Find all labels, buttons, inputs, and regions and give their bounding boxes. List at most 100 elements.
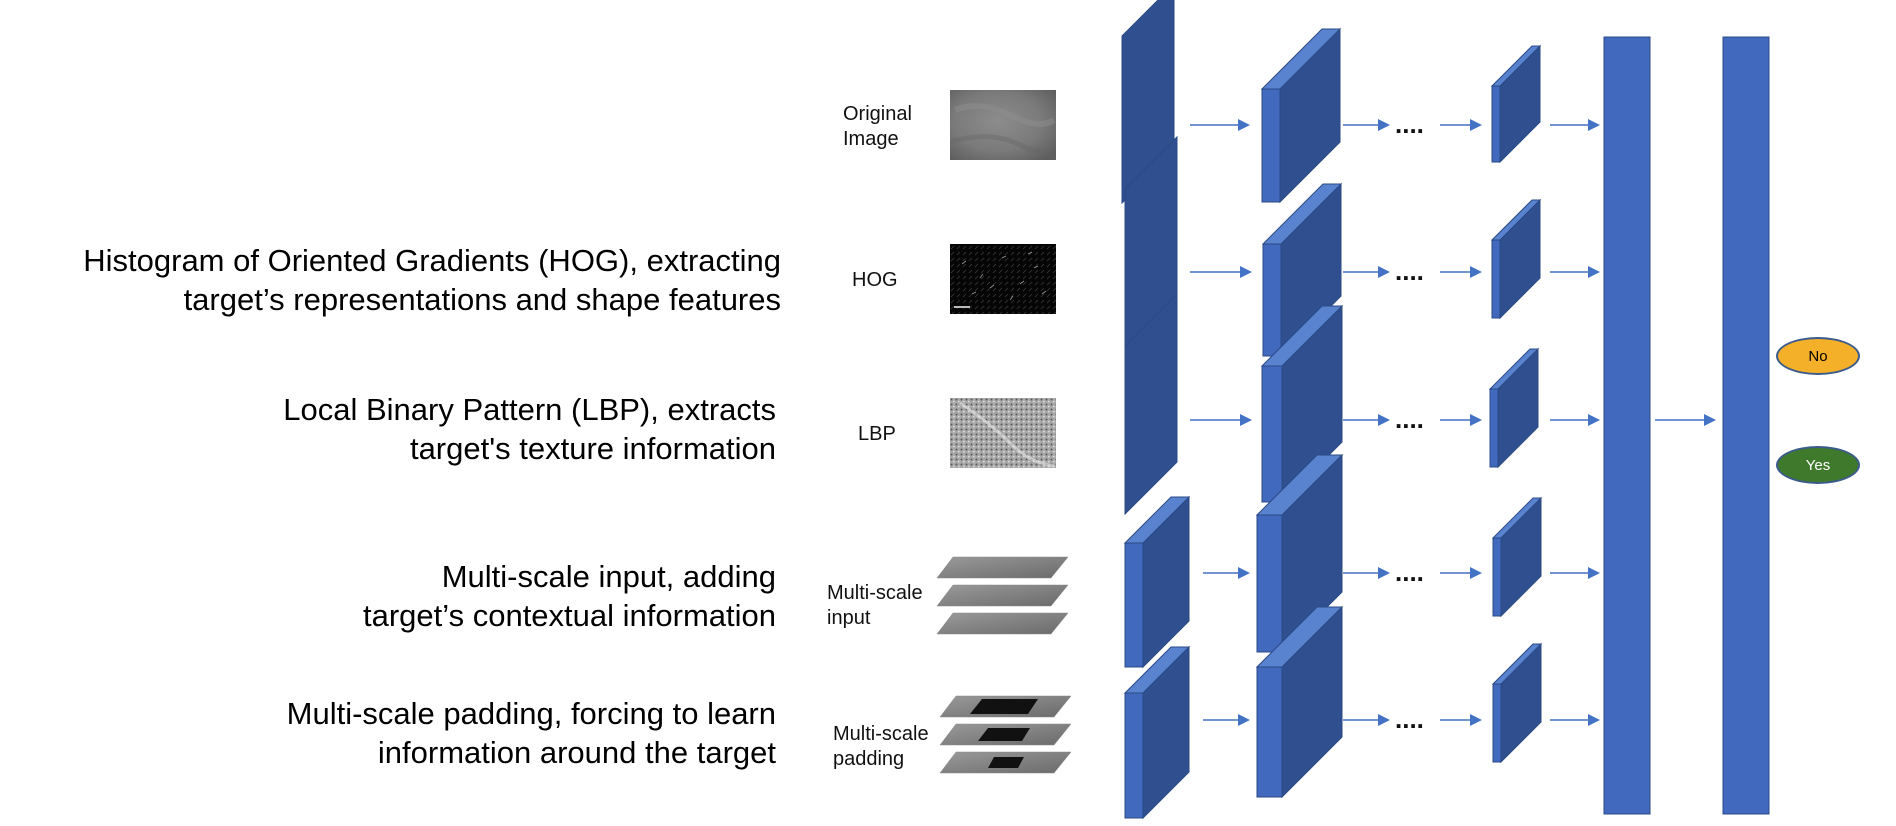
row-1-ellipsis: .... xyxy=(1395,109,1424,139)
row-4-arrow-3 xyxy=(1440,567,1482,579)
multiscale-padding-stack xyxy=(939,695,1072,774)
row-5-arrow-3 xyxy=(1440,714,1482,726)
row-5-conv-block-3-top xyxy=(1491,643,1543,685)
row-3-conv-block-3-top xyxy=(1488,348,1540,390)
lbp-description-line2: target's texture information xyxy=(409,431,776,466)
row-4-conv-block-3-top xyxy=(1491,497,1543,539)
row-5-conv-block-1-top xyxy=(1123,646,1191,694)
multiscale-input-stack xyxy=(936,556,1069,635)
row-3-ellipsis: .... xyxy=(1395,404,1424,434)
multiscale-input-label-line1: Multi-scale xyxy=(827,582,923,604)
row-5-ellipsis: .... xyxy=(1395,704,1424,734)
row-1-arrow-3 xyxy=(1440,119,1482,131)
row-2-arrow-1 xyxy=(1190,266,1252,278)
row-1-conv-block-3-top xyxy=(1490,45,1542,87)
multiscale-padding-label-line2: padding xyxy=(833,748,905,770)
row-5-conv-block-2-front xyxy=(1256,666,1283,798)
hog-thumbnail xyxy=(950,244,1056,314)
fc-arrow xyxy=(1655,414,1716,426)
row-2-conv-block-3 xyxy=(1490,198,1542,320)
lbp-label-text: LBP xyxy=(858,423,896,445)
hog-label: HOG xyxy=(852,268,898,293)
row-1-conv-block-2 xyxy=(1260,27,1342,204)
row-1-conv-block-2-front xyxy=(1261,88,1281,203)
row-4-conv-block-1-top xyxy=(1123,496,1191,544)
row-4-conv-block-1-front xyxy=(1124,542,1144,668)
yes-output: Yes xyxy=(1776,446,1860,484)
row-2-conv-block-2 xyxy=(1261,182,1343,358)
row-4-conv-block-2-top xyxy=(1255,454,1344,516)
row-5-conv-block-2-top xyxy=(1255,606,1344,668)
row-4-arrow-2 xyxy=(1343,567,1390,579)
no-output: No xyxy=(1776,337,1860,375)
multiscale-input-label: Multi-scale input xyxy=(827,581,923,631)
row-4-conv-block-2-front xyxy=(1256,514,1283,653)
row-3-arrow-2 xyxy=(1343,414,1390,426)
row-5-conv-block-3 xyxy=(1491,642,1543,764)
row-2-arrow-3 xyxy=(1440,266,1482,278)
hog-description: Histogram of Oriented Gradients (HOG), e… xyxy=(83,241,781,319)
hog-description-line2: target’s representations and shape featu… xyxy=(183,282,781,317)
row-3-arrow-4 xyxy=(1550,414,1600,426)
row-5-conv-block-3-front xyxy=(1492,683,1502,763)
row-5-arrow-4 xyxy=(1550,714,1600,726)
multiscale-padding-label: Multi-scale padding xyxy=(833,722,929,772)
fully-connected-layer-1 xyxy=(1603,36,1651,815)
row-4-arrow-4 xyxy=(1550,567,1600,579)
row-3-conv-block-2-front xyxy=(1261,365,1283,503)
row-2-conv-block-3-top xyxy=(1490,199,1542,241)
row-2-ellipsis: .... xyxy=(1395,256,1424,286)
row-4-conv-block-2 xyxy=(1255,453,1344,654)
row-4-conv-block-3-front xyxy=(1492,537,1502,617)
row-1-arrow-1 xyxy=(1190,119,1250,131)
multiscale-padding-description-line1: Multi-scale padding, forcing to learn xyxy=(286,696,776,731)
lbp-description-line1: Local Binary Pattern (LBP), extracts xyxy=(283,392,776,427)
no-output-label: No xyxy=(1808,347,1828,365)
row-4-conv-block-3 xyxy=(1491,496,1543,618)
hog-label-text: HOG xyxy=(852,269,898,291)
row-3-conv-block-3 xyxy=(1488,347,1540,469)
yes-output-label: Yes xyxy=(1805,456,1831,474)
row-1-arrow-4 xyxy=(1550,119,1600,131)
multiscale-padding-label-line1: Multi-scale xyxy=(833,723,929,745)
row-3-arrow-1 xyxy=(1190,414,1252,426)
multiscale-input-description-line2: target’s contextual information xyxy=(363,598,776,633)
original-image-label-line2: Image xyxy=(843,128,899,150)
original-image-label-line1: Original xyxy=(843,103,912,125)
row-3-conv-block-1-side xyxy=(1124,292,1178,516)
row-2-conv-block-2-front xyxy=(1262,243,1282,357)
row-4-ellipsis: .... xyxy=(1395,557,1424,587)
lbp-label: LBP xyxy=(858,422,896,447)
multiscale-input-label-line2: input xyxy=(827,607,871,629)
lbp-thumbnail xyxy=(950,398,1056,468)
row-3-conv-block-2-top xyxy=(1260,305,1344,367)
row-3-conv-block-1 xyxy=(1124,292,1178,516)
row-1-arrow-2 xyxy=(1343,119,1390,131)
multiscale-input-description-line1: Multi-scale input, adding xyxy=(441,559,776,594)
row-2-conv-block-3-front xyxy=(1491,239,1501,319)
multiscale-padding-description: Multi-scale padding, forcing to learn in… xyxy=(287,694,776,772)
row-3-conv-block-2 xyxy=(1260,304,1344,504)
row-5-conv-block-1 xyxy=(1123,645,1191,820)
row-1-conv-block-2-top xyxy=(1260,28,1342,90)
row-4-conv-block-1 xyxy=(1123,495,1191,669)
original-image-thumbnail xyxy=(950,90,1056,160)
fully-connected-layer-2 xyxy=(1722,36,1770,815)
row-2-arrow-2 xyxy=(1343,266,1390,278)
multiscale-padding-description-line2: information around the target xyxy=(377,735,776,770)
row-2-conv-block-2-top xyxy=(1261,183,1343,245)
hog-description-line1: Histogram of Oriented Gradients (HOG), e… xyxy=(83,243,781,278)
row-5-conv-block-1-front xyxy=(1124,692,1144,819)
row-5-conv-block-2 xyxy=(1255,605,1344,799)
lbp-description: Local Binary Pattern (LBP), extracts tar… xyxy=(283,390,776,468)
row-5-arrow-2 xyxy=(1343,714,1390,726)
original-image-label: Original Image xyxy=(843,102,912,152)
row-1-conv-block-3 xyxy=(1490,44,1542,164)
row-3-arrow-3 xyxy=(1440,414,1482,426)
row-4-arrow-1 xyxy=(1203,567,1250,579)
row-3-conv-block-3-front xyxy=(1489,388,1499,468)
row-1-conv-block-3-front xyxy=(1491,85,1501,163)
row-5-arrow-1 xyxy=(1203,714,1250,726)
row-2-arrow-4 xyxy=(1550,266,1600,278)
